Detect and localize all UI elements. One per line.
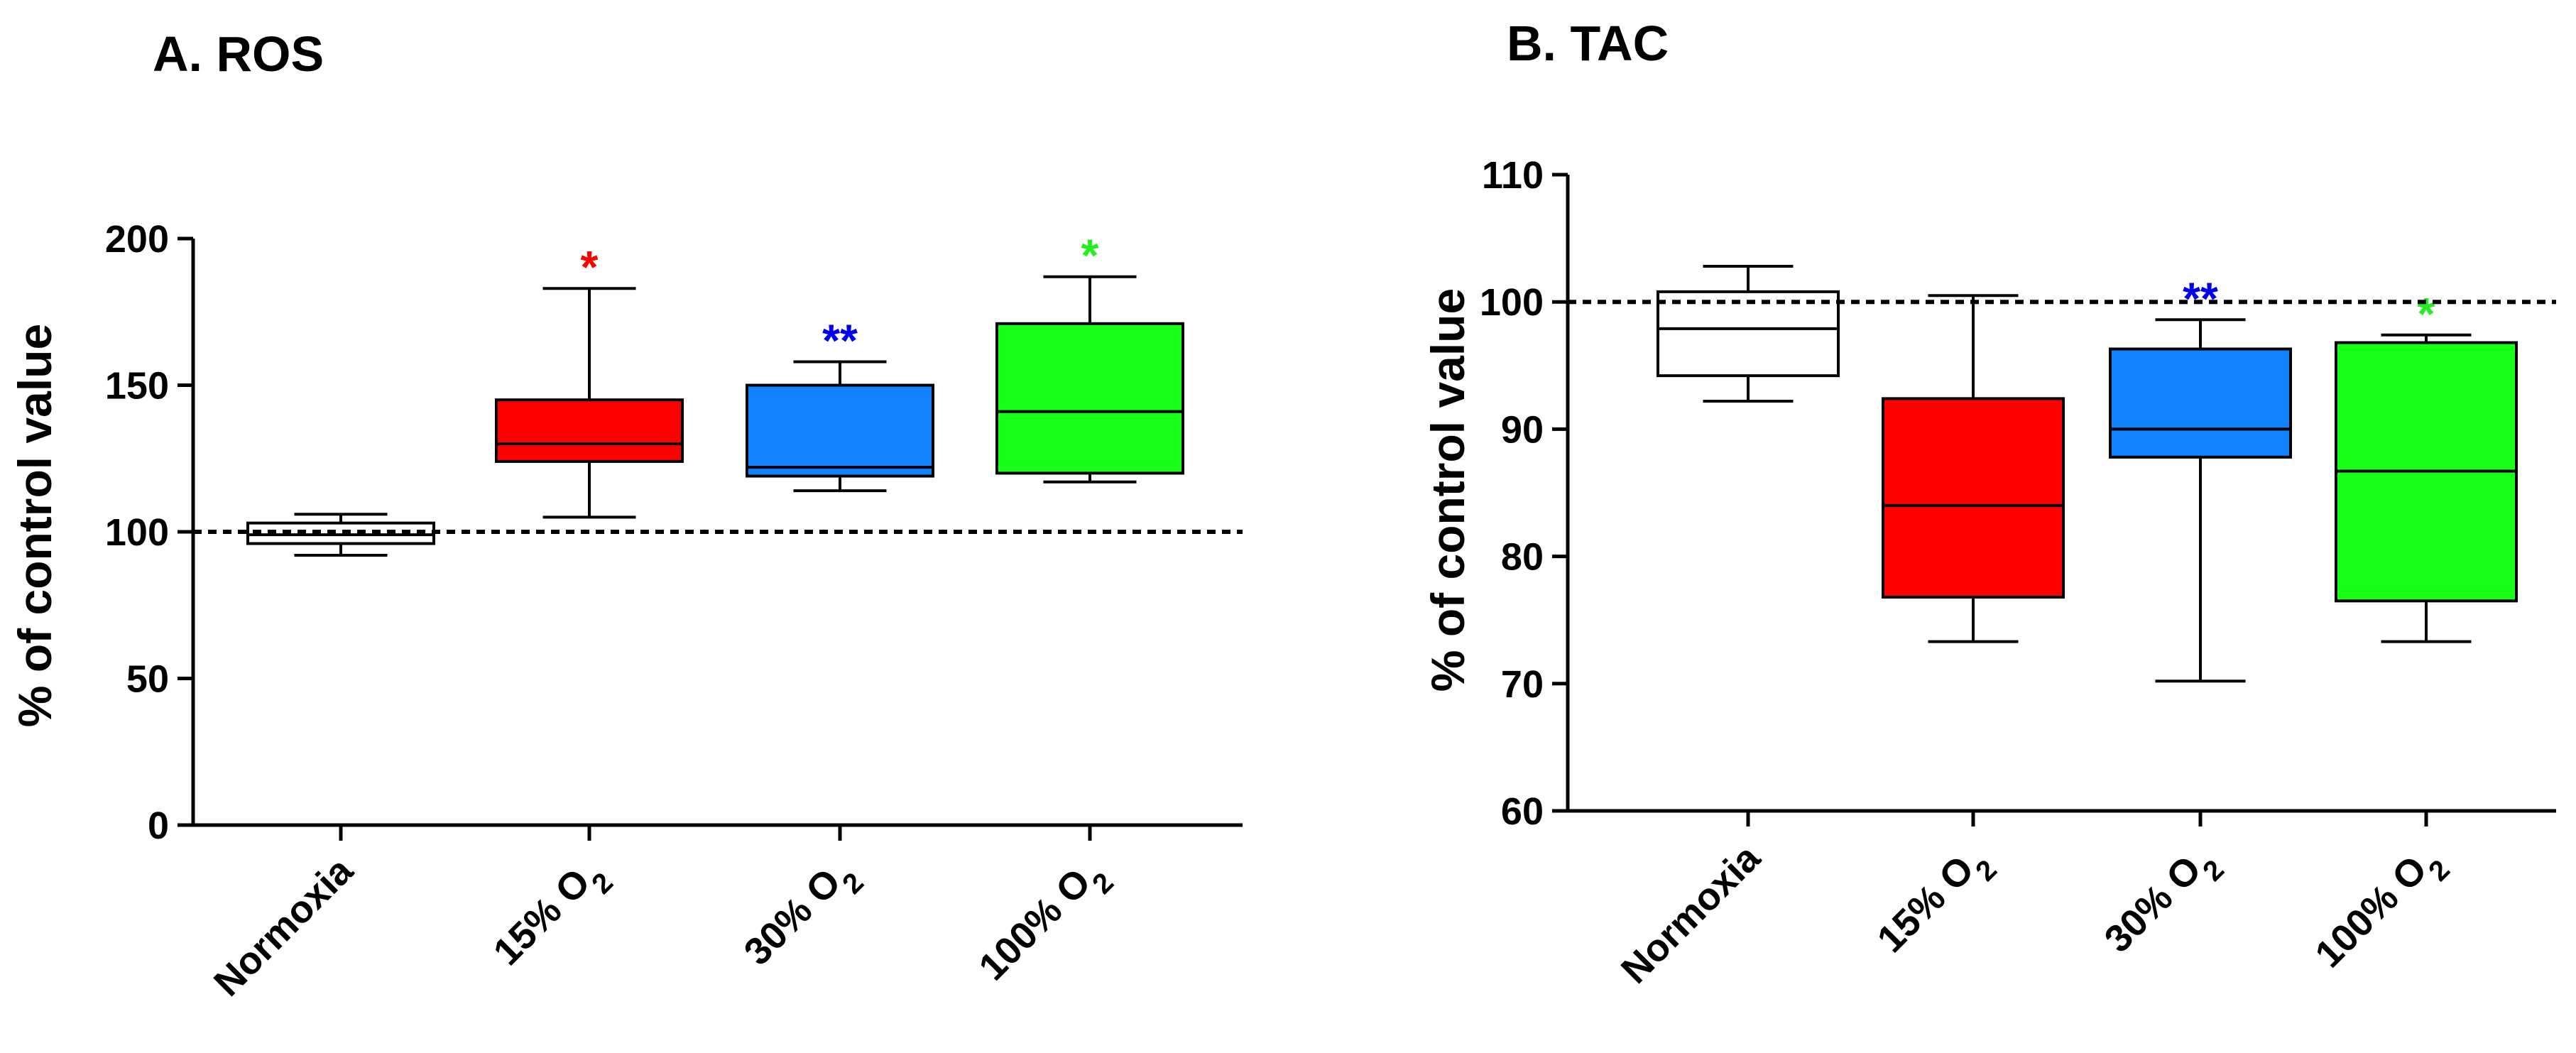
y-axis-label: % of control value — [9, 324, 61, 727]
x-tick-label: 100% O2 — [2307, 836, 2456, 986]
x-tick-label: 100% O2 — [971, 849, 1120, 998]
x-tick-label: 15% O2 — [1870, 836, 2003, 970]
chart-1: B. TAC % of control value 60 70 80 90 100 110 No… — [1421, 16, 2556, 992]
chart-title: B. TAC — [1507, 16, 1669, 71]
significance-marker: * — [581, 241, 599, 293]
box-1: * — [495, 241, 684, 519]
y-tick-label: 100 — [105, 511, 169, 554]
box-0 — [246, 513, 435, 557]
box-2: ** — [746, 315, 934, 493]
box-3: * — [2335, 288, 2518, 643]
box-2: ** — [2109, 273, 2292, 683]
x-tick-label: 30% O2 — [736, 849, 870, 983]
box-body — [495, 398, 684, 463]
significance-marker: * — [1081, 230, 1099, 281]
significance-marker: ** — [2183, 273, 2218, 324]
box-body — [1657, 290, 1840, 378]
box-3: * — [995, 230, 1184, 484]
box-body — [746, 383, 934, 478]
box-0 — [1657, 265, 1840, 403]
chart-title: A. ROS — [153, 26, 324, 82]
significance-marker: * — [2418, 288, 2435, 339]
y-tick-label: 80 — [1501, 536, 1544, 579]
y-tick-label: 70 — [1501, 663, 1544, 706]
y-tick-label: 150 — [105, 365, 169, 408]
box-body — [2109, 347, 2292, 459]
x-tick-label: Normoxia — [1613, 836, 1769, 991]
x-tick-label: Normoxia — [206, 849, 361, 1004]
y-tick-label: 110 — [1482, 154, 1544, 197]
y-tick-label: 60 — [1501, 790, 1544, 833]
box-1 — [1882, 294, 2065, 643]
significance-marker: ** — [822, 315, 858, 366]
x-tick-label: 30% O2 — [2097, 836, 2230, 970]
y-tick-label: 50 — [126, 658, 169, 701]
y-tick-label: 100 — [1480, 281, 1544, 324]
y-tick-label: 90 — [1501, 408, 1544, 451]
y-tick-label: 0 — [148, 804, 169, 847]
chart-0: A. ROS % of control value 0 50 100 150 200 Norm… — [9, 26, 1243, 1005]
box-body — [1882, 397, 2065, 599]
y-axis-label: % of control value — [1421, 288, 1474, 692]
y-tick-label: 200 — [105, 218, 169, 261]
box-body — [995, 322, 1184, 475]
x-tick-label: 15% O2 — [486, 849, 619, 983]
